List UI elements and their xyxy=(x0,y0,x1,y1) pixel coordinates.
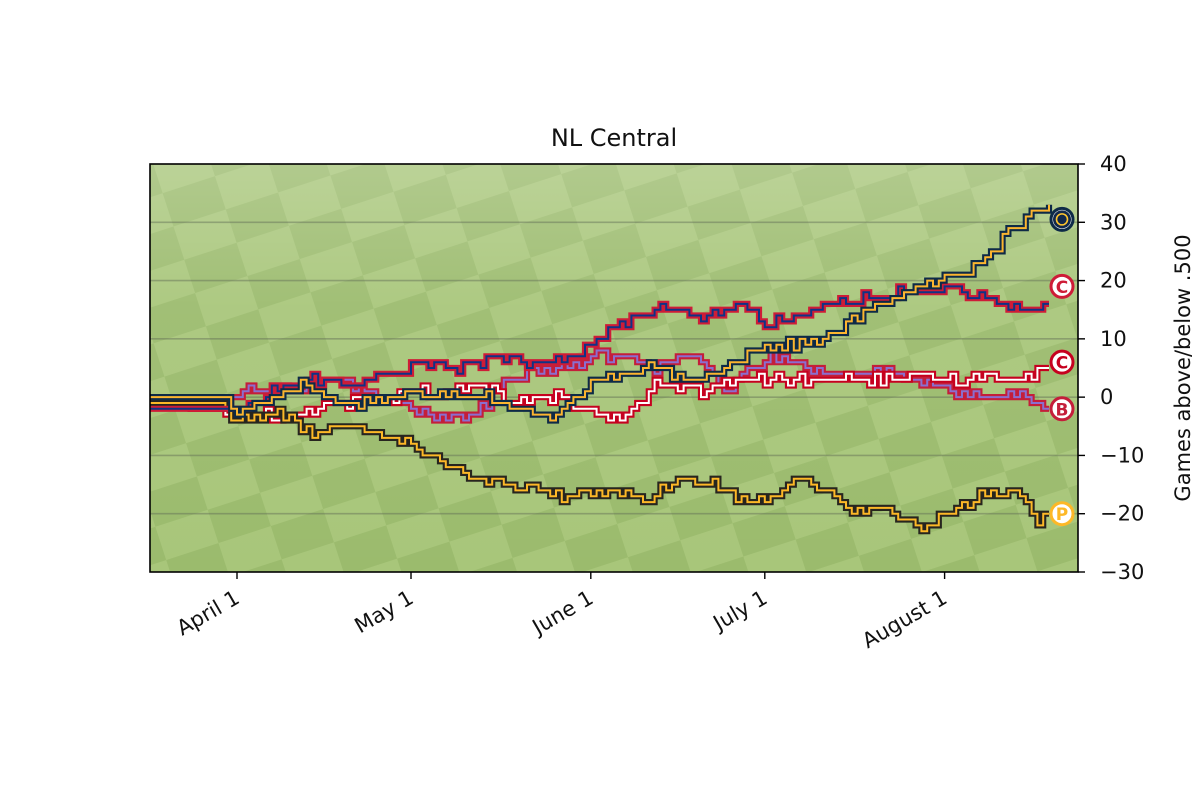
x-tick-label: July 1 xyxy=(708,586,772,637)
x-tick-label: May 1 xyxy=(351,586,418,639)
y-tick-label: 40 xyxy=(1100,152,1127,176)
series-layer xyxy=(150,204,1053,535)
cardinals-icon: B xyxy=(1049,396,1075,422)
svg-text:C: C xyxy=(1056,354,1068,374)
pirates-icon: P xyxy=(1049,501,1075,527)
cubs-icon: C xyxy=(1049,273,1075,299)
series-pirates-line xyxy=(150,399,1049,535)
x-axis: April 1 May 1 June 1 July 1 August 1 xyxy=(173,572,951,654)
y-axis-label: Games above/below .500 xyxy=(1171,234,1195,501)
plot-frame xyxy=(149,163,1079,573)
x-tick-label: April 1 xyxy=(173,586,244,641)
team-logos: B C P C xyxy=(1049,206,1075,527)
svg-text:C: C xyxy=(1056,278,1068,298)
y-tick-label: 0 xyxy=(1100,385,1113,409)
series-cubs-line xyxy=(150,283,1049,412)
y-tick-label: −20 xyxy=(1100,502,1144,526)
series-brewers-line xyxy=(150,204,1053,424)
chart-title: NL Central xyxy=(551,124,677,152)
y-tick-label: 20 xyxy=(1100,269,1127,293)
svg-text:P: P xyxy=(1056,505,1068,525)
y-tick-label: 10 xyxy=(1100,327,1127,351)
series-line-inner xyxy=(150,367,1049,422)
y-axis: 40 30 20 10 0 −10 −20 −30 xyxy=(1078,152,1144,584)
grid-lines xyxy=(150,221,1078,515)
y-tick-label: −30 xyxy=(1100,560,1144,584)
svg-text:B: B xyxy=(1056,400,1069,420)
series-reds-line xyxy=(150,364,1049,424)
x-tick-label: June 1 xyxy=(527,586,598,641)
series-line-inner xyxy=(150,285,1049,410)
y-tick-label: 30 xyxy=(1100,210,1127,234)
x-tick-label: August 1 xyxy=(858,586,951,654)
series-line-inner xyxy=(150,204,1050,422)
y-tick-label: −10 xyxy=(1100,443,1144,467)
reds-icon: C xyxy=(1049,349,1075,375)
plot-background xyxy=(150,164,1078,572)
brewers-icon xyxy=(1049,206,1075,232)
series-line-inner xyxy=(150,402,1049,533)
